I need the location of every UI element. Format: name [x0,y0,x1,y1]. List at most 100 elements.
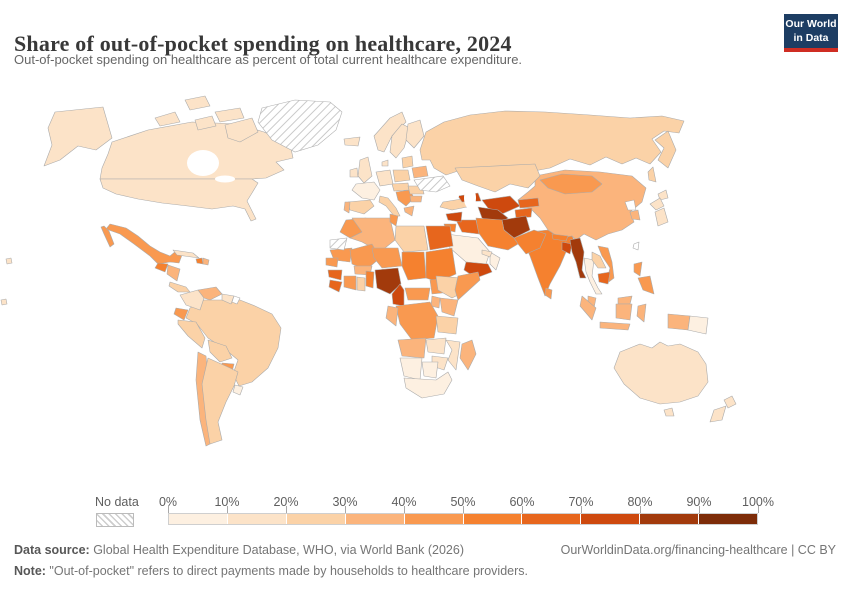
region-bangladesh[interactable] [561,241,573,255]
region-guinea[interactable] [327,269,343,281]
region-indonesia[interactable] [615,303,633,321]
region-peru[interactable] [177,319,206,349]
region-taiwan[interactable] [632,241,640,251]
region-syria[interactable] [445,211,463,223]
region-indonesia[interactable] [667,313,691,331]
region-greece[interactable] [403,205,415,217]
region-namibia[interactable] [399,357,423,381]
region-thailand[interactable] [583,257,603,295]
region-congo-gabon[interactable] [385,305,399,327]
region-zambia[interactable] [425,337,447,355]
region-oman[interactable] [489,251,501,271]
region-nepal[interactable] [551,233,569,242]
region-libya[interactable] [394,225,429,253]
region-central-europe[interactable] [391,182,410,192]
region-russia[interactable] [654,130,677,169]
legend-bin[interactable] [345,514,405,524]
region-nigeria[interactable] [374,267,402,295]
region-new-zealand[interactable] [723,395,737,409]
region-finland[interactable] [405,119,425,149]
region-bulgaria[interactable] [409,195,423,203]
region-cameroon[interactable] [391,283,405,307]
region-kazakhstan[interactable] [454,163,541,193]
region-bolivia[interactable] [207,339,233,363]
region-ecuador[interactable] [173,307,189,321]
region-mexico[interactable] [105,223,183,265]
region-niger[interactable] [371,247,403,269]
region-png[interactable] [687,315,709,335]
region-spain[interactable] [347,199,375,215]
region-argentina[interactable] [201,357,239,445]
region-japan[interactable] [649,197,665,211]
region-kyrgyzstan[interactable] [517,197,540,209]
region-canada[interactable] [194,115,217,131]
region-tajikistan[interactable] [514,207,533,219]
region-indonesia[interactable] [599,321,631,331]
region-indonesia[interactable] [636,303,647,323]
region-russia[interactable] [419,110,685,178]
region-dominican-republic[interactable] [202,257,210,266]
region-chad[interactable] [401,251,427,281]
region-honduras-nicaragua[interactable] [166,264,181,282]
region-uk[interactable] [357,156,373,184]
region-germany[interactable] [375,169,394,187]
region-iceland[interactable] [343,136,361,147]
region-sweden[interactable] [389,123,411,159]
region-australia[interactable] [613,341,709,405]
legend-bin[interactable] [169,514,228,524]
region-kenya[interactable] [439,297,459,317]
region-cote-divoire[interactable] [343,275,357,291]
region-canada[interactable] [154,111,181,127]
legend-bin[interactable] [463,514,523,524]
region-pacific-islands[interactable] [5,257,13,265]
region-philippines[interactable] [633,261,643,277]
region-costa-rica-panama[interactable] [168,281,191,293]
legend-bin[interactable] [699,514,758,524]
region-japan[interactable] [657,189,669,201]
region-guatemala[interactable] [154,262,169,273]
region-iran[interactable] [475,217,519,251]
region-belarus[interactable] [411,165,429,179]
region-canada[interactable] [184,95,211,111]
region-sierra-leone[interactable] [328,279,343,293]
region-uae[interactable] [481,249,493,258]
region-portugal[interactable] [343,201,351,214]
region-denmark[interactable] [381,159,389,167]
region-pacific-islands[interactable] [0,298,8,306]
region-benin-togo[interactable] [365,270,375,289]
region-canada[interactable] [214,107,245,123]
region-car[interactable] [404,287,431,301]
region-cambodia[interactable] [597,271,611,285]
region-france[interactable] [351,181,381,201]
region-mozambique[interactable] [445,339,461,371]
region-western-sahara[interactable] [329,237,348,251]
region-mongolia[interactable] [539,173,603,195]
region-philippines[interactable] [637,275,655,295]
region-angola[interactable] [397,337,427,359]
region-italy[interactable] [378,195,401,217]
region-mexico[interactable] [100,225,115,248]
region-ghana[interactable] [356,276,366,292]
region-japan[interactable] [654,207,669,227]
region-baltics[interactable] [401,155,414,169]
region-new-zealand[interactable] [709,405,727,423]
region-iraq[interactable] [455,219,480,235]
legend-bin[interactable] [581,514,641,524]
region-alaska[interactable] [43,106,113,167]
region-senegal[interactable] [325,257,339,268]
region-guyana-suriname[interactable] [221,293,235,305]
region-egypt[interactable] [425,225,454,251]
region-indonesia[interactable] [579,295,597,321]
region-cuba[interactable] [172,249,200,259]
region-colombia[interactable] [179,289,205,311]
region-south-korea[interactable] [629,209,641,221]
legend-bin[interactable] [286,514,346,524]
region-north-korea[interactable] [624,199,637,211]
region-somalia[interactable] [454,271,481,301]
region-french-guiana[interactable] [231,295,241,305]
region-myanmar[interactable] [569,237,587,279]
region-sri-lanka[interactable] [544,287,553,300]
region-uganda[interactable] [430,295,441,309]
region-botswana[interactable] [421,361,439,379]
region-laos[interactable] [591,251,607,269]
